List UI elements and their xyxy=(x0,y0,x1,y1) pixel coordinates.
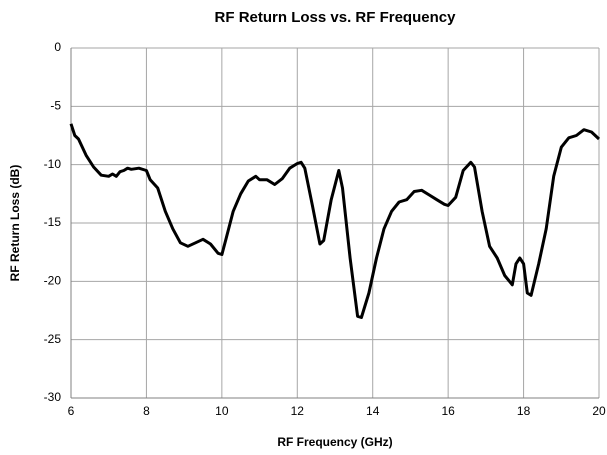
y-tick-label: -5 xyxy=(50,99,61,113)
y-tick-label: -20 xyxy=(44,274,62,288)
y-tick-label: -10 xyxy=(44,157,62,171)
y-tick-label: -30 xyxy=(44,390,62,404)
y-tick-label: 0 xyxy=(54,40,61,54)
x-tick-label: 20 xyxy=(592,404,606,418)
data-line xyxy=(69,123,601,319)
x-tick-label: 10 xyxy=(215,404,229,418)
x-tick-label: 12 xyxy=(291,404,305,418)
x-axis-label: RF Frequency (GHz) xyxy=(277,435,392,449)
x-tick-label: 18 xyxy=(517,404,531,418)
y-tick-label: -15 xyxy=(44,215,62,229)
y-tick-label: -25 xyxy=(44,332,62,346)
x-tick-label: 8 xyxy=(143,404,150,418)
x-tick-label: 6 xyxy=(68,404,75,418)
y-axis-label: RF Return Loss (dB) xyxy=(8,165,22,282)
x-tick-label: 16 xyxy=(441,404,455,418)
chart-title: RF Return Loss vs. RF Frequency xyxy=(215,9,457,26)
x-tick-label: 14 xyxy=(366,404,380,418)
